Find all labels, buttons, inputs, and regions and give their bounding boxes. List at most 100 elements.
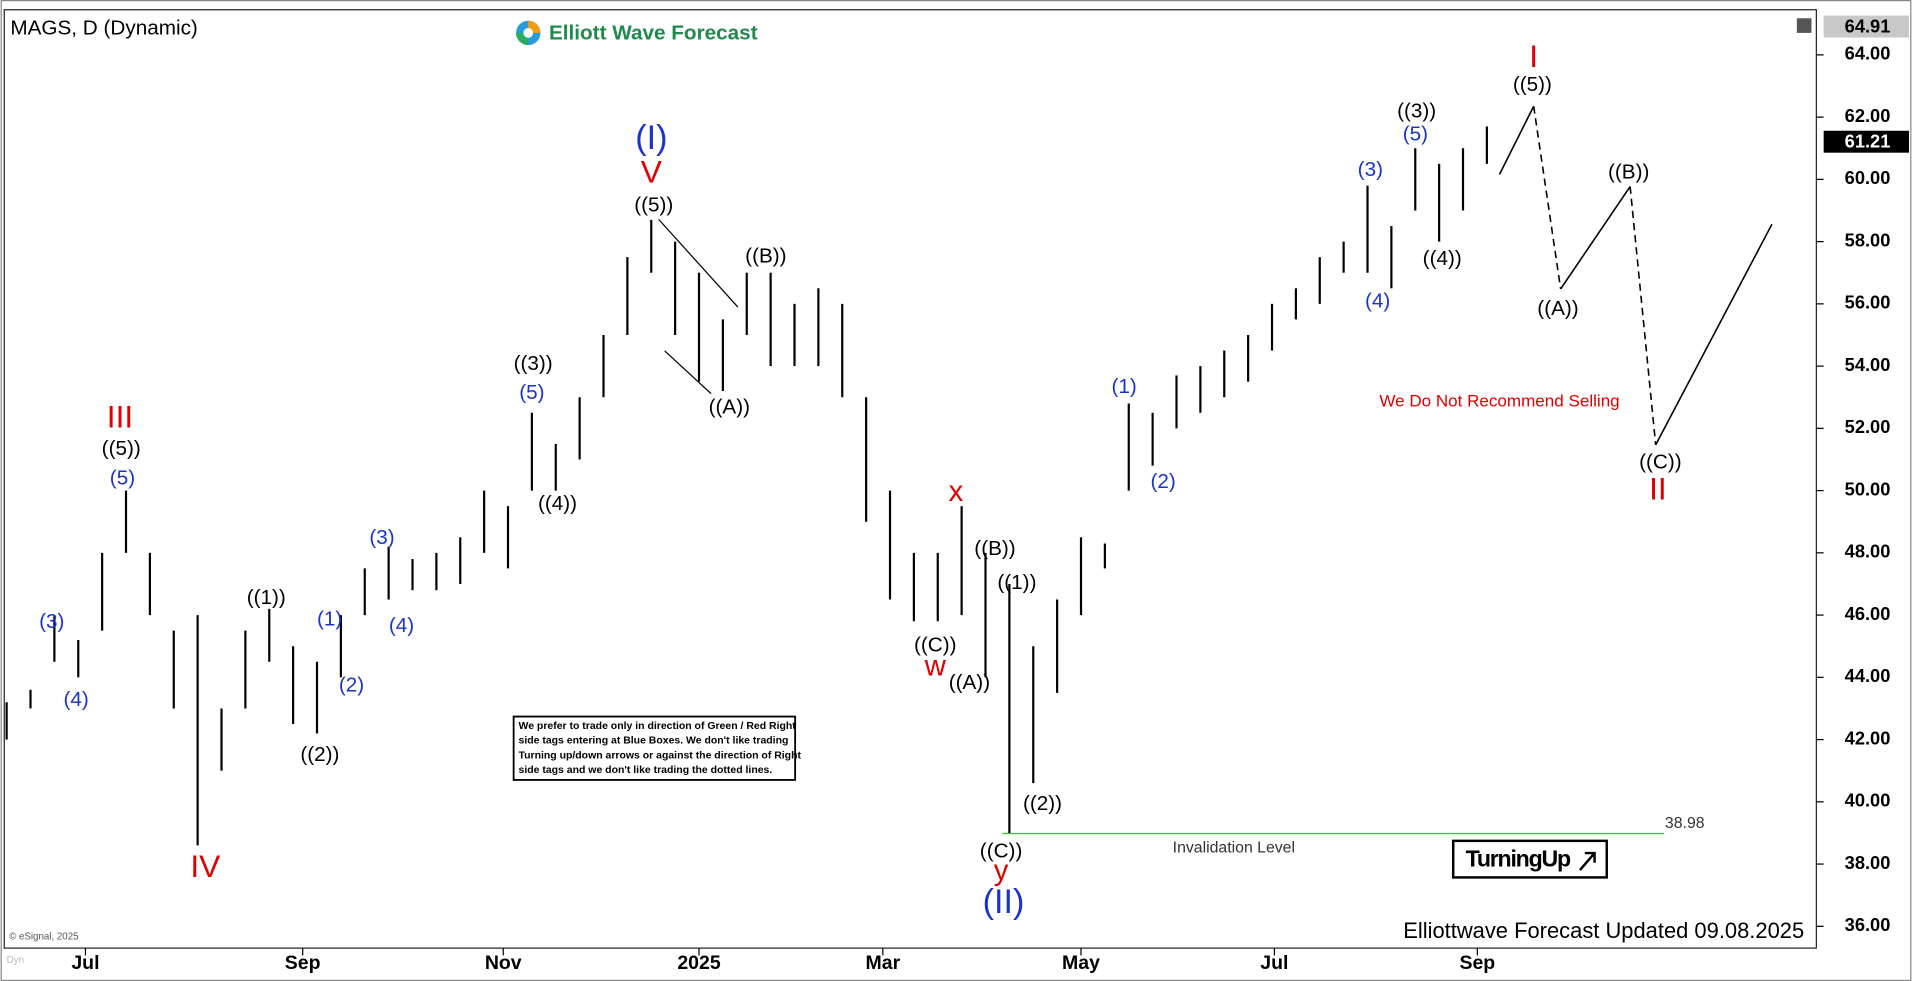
- wave-label: ((A)): [709, 396, 750, 419]
- wave-label: (I): [635, 119, 667, 157]
- y-tick-label: 62.00: [1845, 105, 1891, 126]
- note-line: side tags and we don't like trading the …: [519, 765, 773, 776]
- wave-label: ((5)): [1513, 73, 1552, 96]
- invalidation-value: 38.98: [1665, 815, 1705, 832]
- wave-label: ((B)): [974, 537, 1015, 560]
- copyright: © eSignal, 2025: [9, 932, 78, 943]
- note-box: We prefer to trade only in direction of …: [512, 715, 802, 781]
- wave-label: I: [1529, 38, 1538, 74]
- wave-label: (3): [369, 526, 394, 549]
- y-tick-label: 36.00: [1845, 914, 1891, 935]
- y-tick-label: 44.00: [1845, 665, 1891, 686]
- projection-segment: [1654, 223, 1773, 446]
- logo-text: Elliott Wave Forecast: [549, 22, 758, 45]
- x-tick-label: Mar: [866, 952, 901, 974]
- wave-label: ((A)): [1537, 297, 1578, 320]
- turning-up-badge: TurningUp: [1451, 839, 1608, 879]
- x-tick-label: Jul: [1260, 952, 1288, 974]
- channel-line: [658, 218, 739, 308]
- plot-area: [3, 9, 1817, 949]
- wave-label: ((2)): [1023, 792, 1062, 815]
- x-tick-label: Sep: [1459, 952, 1495, 974]
- price-tag: [1823, 130, 1909, 153]
- wave-label: ((4)): [1423, 247, 1462, 270]
- wave-label: ((B)): [745, 245, 786, 268]
- footer: Elliottwave Forecast Updated 09.08.2025: [1403, 918, 1804, 943]
- wave-label: (3): [1358, 158, 1383, 181]
- wave-label: ((3)): [1397, 100, 1436, 123]
- channel-line: [664, 350, 712, 395]
- note-line: Turning up/down arrows or against the di…: [519, 750, 802, 761]
- wave-label: y: [994, 855, 1009, 887]
- price-tag: [1823, 15, 1909, 38]
- y-tick-label: 48.00: [1845, 541, 1891, 562]
- wave-label: (4): [1365, 290, 1390, 313]
- wave-label: ((1)): [247, 586, 286, 609]
- wave-label: ((A)): [949, 671, 990, 694]
- badge-arrow: [1579, 851, 1596, 871]
- chart-title: MAGS, D (Dynamic): [10, 17, 198, 40]
- wave-label: (2): [339, 674, 364, 697]
- logo: Elliott Wave Forecast: [516, 20, 758, 46]
- mode-label: Dyn: [7, 955, 24, 966]
- wave-label: (1): [1112, 375, 1137, 398]
- wave-label: ((C)): [914, 633, 957, 656]
- wave-label: ((3)): [514, 352, 553, 375]
- wave-label: (4): [389, 614, 414, 637]
- y-tick-label: 52.00: [1845, 416, 1891, 437]
- projection-segment: [1532, 106, 1562, 290]
- wave-label: (3): [39, 610, 64, 633]
- invalidation-label: Invalidation Level: [1173, 839, 1295, 856]
- x-tick-label: Nov: [485, 952, 522, 974]
- wave-label: (1): [317, 608, 342, 631]
- y-tick-label: 54.00: [1845, 354, 1891, 375]
- y-tick-label: 60.00: [1845, 167, 1891, 188]
- wave-label: ((5)): [634, 193, 673, 216]
- wave-label: II: [1649, 470, 1667, 506]
- wave-label: ((5)): [102, 437, 141, 460]
- note-border: [512, 715, 797, 781]
- wave-label: (2): [1151, 470, 1176, 493]
- wave-label: (5): [110, 466, 135, 489]
- badge-text: TurningUp: [1466, 845, 1571, 871]
- y-tick-label: 40.00: [1845, 790, 1891, 811]
- y-tick-label: 64.00: [1845, 43, 1891, 64]
- projection-segment: [1629, 186, 1657, 445]
- wave-label: ((4)): [538, 492, 577, 515]
- wave-label: III: [107, 399, 133, 435]
- price-tag-label: 64.91: [1845, 16, 1891, 37]
- wave-label: (4): [63, 688, 88, 711]
- wave-label: ((C)): [980, 839, 1023, 862]
- y-tick-label: 58.00: [1845, 229, 1891, 250]
- x-tick-label: Sep: [285, 952, 321, 974]
- wave-label: V: [641, 154, 662, 190]
- y-tick-label: 38.00: [1845, 852, 1891, 873]
- wave-label: ((C)): [1639, 451, 1682, 474]
- projection-segment: [1559, 186, 1631, 290]
- wave-label: ((2)): [300, 743, 339, 766]
- logo-icon-center: [523, 28, 534, 38]
- price-tag-label: 61.21: [1845, 131, 1891, 152]
- wave-label: ((1)): [997, 571, 1036, 594]
- x-tick-label: May: [1062, 952, 1100, 974]
- wave-label: w: [924, 651, 947, 683]
- wave-label: x: [949, 476, 964, 508]
- badge-border: [1451, 839, 1608, 879]
- y-tick-label: 56.00: [1845, 292, 1891, 313]
- note-line: side tags entering at Blue Boxes. We don…: [519, 736, 789, 747]
- y-tick-label: 46.00: [1845, 603, 1891, 624]
- x-tick-label: 2025: [677, 952, 721, 974]
- window-icon[interactable]: [1796, 18, 1812, 33]
- projection-segment: [1498, 105, 1535, 175]
- wave-label: (5): [1403, 123, 1428, 146]
- wave-label: (5): [519, 381, 544, 404]
- wave-label: IV: [190, 848, 220, 884]
- y-tick-label: 42.00: [1845, 727, 1891, 748]
- note-line: We prefer to trade only in direction of …: [519, 721, 797, 732]
- wave-label: (II): [983, 883, 1025, 921]
- warning-text: We Do Not Recommend Selling: [1379, 392, 1619, 411]
- x-tick-label: Jul: [71, 952, 99, 974]
